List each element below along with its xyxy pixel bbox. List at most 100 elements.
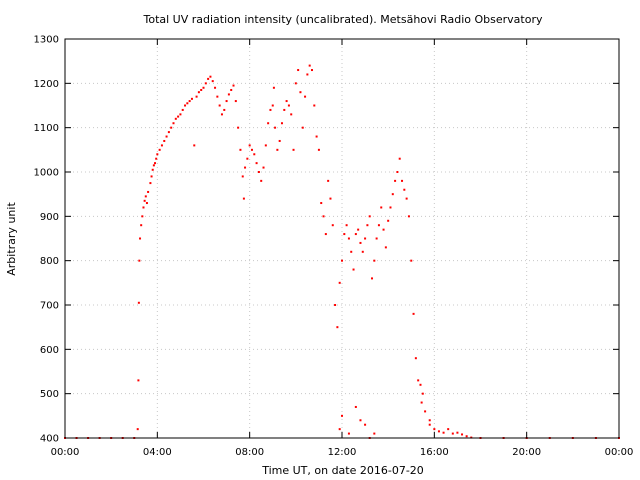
data-point [257,171,260,173]
data-point [315,135,318,138]
data-point [253,153,256,156]
data-point [357,228,360,231]
data-point [387,219,390,222]
data-point [140,224,143,227]
data-point [299,91,302,94]
data-point [220,113,223,116]
data-point [218,104,221,107]
data-point [377,224,380,227]
data-point [451,432,454,435]
y-tick-label: 1300 [34,35,59,46]
data-point [211,80,214,83]
y-tick-label: 400 [40,434,59,445]
data-point [396,171,399,173]
data-point [255,162,258,165]
data-point [310,69,313,72]
data-point [373,432,376,435]
data-point [292,148,295,151]
data-point [338,428,341,431]
axis-ticks [64,38,620,439]
data-point [181,108,184,111]
data-point [414,357,417,360]
data-point [384,246,387,249]
data-point [165,135,168,138]
data-point [364,237,367,240]
data-point [225,100,228,103]
data-point [391,193,394,196]
data-point [278,139,281,142]
data-point [207,77,210,80]
data-point [308,64,311,67]
data-point [285,100,288,103]
data-point [394,179,397,182]
data-point [461,433,464,436]
data-point [204,82,207,85]
data-point [142,206,145,209]
y-tick-label: 700 [40,301,59,312]
data-point [304,95,307,98]
data-point [250,148,253,151]
data-point [248,144,251,147]
data-point [154,162,157,165]
x-tick-label: 12:00 [328,447,357,458]
data-point [354,405,357,408]
y-tick-label: 1200 [34,79,59,90]
data-point [294,82,297,85]
x-tick-label: 16:00 [420,447,449,458]
data-point [456,431,459,434]
data-point [287,104,290,107]
data-point [419,383,422,386]
data-point [417,379,420,382]
data-point [150,175,153,178]
data-point [420,401,423,404]
data-point [186,102,189,105]
data-point [341,259,343,262]
data-point [170,126,173,129]
data-point [241,175,244,178]
data-point [398,157,401,160]
data-point [403,188,406,191]
data-point [145,202,148,205]
data-point [195,95,198,98]
data-point [177,115,180,118]
chart-title: Total UV radiation intensity (uncalibrat… [143,13,543,26]
data-point [209,75,212,78]
data-point [152,164,155,167]
data-point [389,206,392,209]
data-point [160,144,163,147]
data-point [368,215,371,218]
data-point [375,237,378,240]
y-tick-label: 1000 [34,168,59,179]
data-point [230,88,233,91]
data-point [179,113,182,116]
data-point [433,428,436,431]
data-point [447,428,450,431]
data-point [401,179,404,182]
data-point [317,148,320,151]
data-point [331,224,334,227]
data-point [167,131,170,134]
data-point [410,259,413,262]
y-tick-label: 800 [40,256,59,267]
data-point [361,250,364,253]
data-point [359,419,362,422]
data-point [465,435,468,438]
data-point [280,122,283,125]
data-point [197,91,200,94]
data-point [138,259,141,262]
data-point [156,153,159,156]
data-point [347,432,350,435]
data-point [366,224,369,227]
data-point [172,122,175,125]
data-point [262,166,265,169]
data-point [163,139,166,142]
data-point [373,259,376,262]
data-point [151,168,154,171]
x-tick-label: 00:00 [605,447,634,458]
data-point [424,410,427,413]
data-point [246,157,249,160]
data-point [264,144,267,147]
y-tick-label: 600 [40,345,59,356]
y-tick-label: 1100 [34,123,59,134]
data-point [354,233,357,236]
